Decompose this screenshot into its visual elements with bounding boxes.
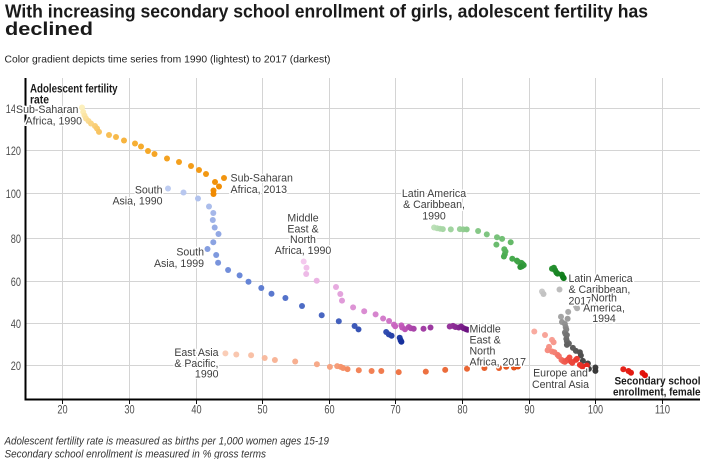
svg-text:East &: East & [470,335,501,347]
svg-text:& Caribbean,: & Caribbean, [403,199,465,211]
svg-text:40: 40 [11,317,21,331]
svg-text:Asia, 1999: Asia, 1999 [154,258,204,270]
svg-text:40: 40 [191,403,201,417]
svg-text:North: North [470,346,496,358]
svg-text:80: 80 [457,403,467,417]
svg-text:60: 60 [11,275,21,289]
svg-text:East Asia: East Asia [174,347,218,359]
svg-text:30: 30 [124,403,134,417]
svg-text:Europe and: Europe and [533,368,588,380]
svg-text:& Caribbean,: & Caribbean, [569,284,631,296]
svg-text:Sub-Saharan: Sub-Saharan [16,104,79,116]
svg-text:Sub-Saharan: Sub-Saharan [231,173,294,185]
svg-text:Adolescent fertility: Adolescent fertility [30,81,118,95]
svg-text:North: North [290,234,316,246]
svg-text:20: 20 [57,403,67,417]
svg-text:& Pacific,: & Pacific, [174,358,218,370]
svg-text:Central Asia: Central Asia [532,379,589,391]
svg-text:20: 20 [11,359,21,373]
svg-text:Asia, 1990: Asia, 1990 [112,196,162,208]
svg-text:Latin America: Latin America [569,273,633,285]
svg-text:140: 140 [6,102,21,116]
svg-text:rate: rate [30,93,49,107]
svg-text:America,: America, [583,303,625,315]
svg-text:Secondary school enrollment is: Secondary school enrollment is measured … [5,449,267,459]
svg-text:South: South [176,247,204,259]
svg-text:100: 100 [6,187,21,201]
svg-text:90: 90 [524,403,534,417]
svg-text:East &: East & [287,223,318,235]
svg-text:Adolescent fertility rate is m: Adolescent fertility rate is measured as… [4,436,329,448]
svg-text:South: South [135,184,163,196]
svg-text:110: 110 [655,403,670,417]
svg-text:Secondary school: Secondary school [615,375,701,387]
svg-text:100: 100 [588,403,603,417]
svg-text:120: 120 [6,144,21,158]
svg-text:With increasing secondary scho: With increasing secondary school enrollm… [5,1,648,22]
svg-text:Africa, 2017: Africa, 2017 [470,357,527,369]
svg-text:50: 50 [257,403,267,417]
svg-text:1990: 1990 [422,210,446,222]
svg-text:Africa, 1990: Africa, 1990 [26,116,83,128]
svg-text:1994: 1994 [592,313,616,325]
svg-text:Africa, 1990: Africa, 1990 [275,245,332,257]
svg-text:declined: declined [5,18,93,39]
svg-text:80: 80 [11,232,21,246]
svg-text:2017: 2017 [569,295,593,307]
svg-text:Color gradient depicts time se: Color gradient depicts time series from … [5,54,331,66]
svg-text:60: 60 [324,403,334,417]
svg-text:North: North [591,293,617,305]
svg-text:Middle: Middle [287,213,318,225]
svg-text:Africa, 2013: Africa, 2013 [231,184,288,196]
svg-text:Latin America: Latin America [402,188,466,200]
svg-text:1990: 1990 [195,369,219,381]
svg-text:Middle: Middle [470,324,501,336]
svg-text:70: 70 [390,403,400,417]
svg-text:enrollment, female: enrollment, female [613,386,701,398]
